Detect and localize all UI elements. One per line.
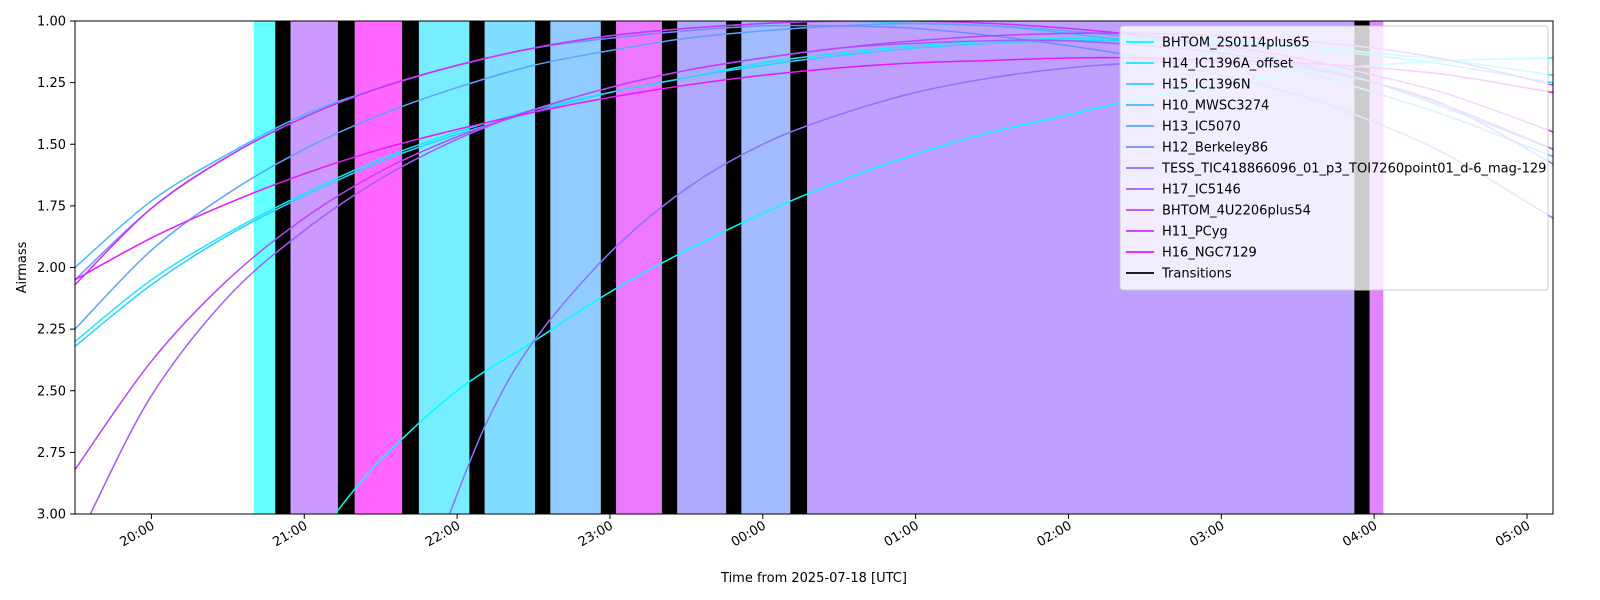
y-tick-label-2: 1.50 (37, 138, 66, 153)
transition-band-8 (790, 21, 808, 514)
y-tick-label-1: 1.25 (37, 76, 66, 91)
x-tick-label-4: 00:00 (729, 518, 769, 550)
legend-label-3: H10_MWSC3274 (1162, 99, 1269, 114)
target-band-4 (484, 21, 536, 514)
target-band-2 (354, 21, 403, 514)
legend-label-1: H14_IC1396A_offset (1162, 57, 1293, 72)
target-band-7 (677, 21, 727, 514)
legend-label-10: H16_NGC7129 (1162, 246, 1257, 261)
y-tick-label-8: 3.00 (37, 508, 66, 523)
y-tick-label-7: 2.75 (37, 446, 66, 461)
x-tick-label-8: 04:00 (1340, 518, 1380, 550)
target-band-5 (550, 21, 601, 514)
legend-label-2: H15_IC1396N (1162, 78, 1251, 93)
x-tick-label-2: 22:00 (423, 518, 463, 550)
transition-band-0 (275, 21, 291, 514)
x-tick-label-6: 02:00 (1035, 518, 1075, 550)
y-axis-label: Airmass (15, 241, 30, 293)
target-band-8 (741, 21, 791, 514)
airmass-series (75, 21, 1553, 514)
transition-band-2 (402, 21, 419, 514)
x-axis: 20:00 21:00 22:00 23:00 00:00 01:00 02:00 03:00… (117, 514, 1533, 550)
x-axis-label: Time from 2025-07-18 [UTC] (720, 571, 907, 586)
legend-label-8: BHTOM_4U2206plus54 (1162, 204, 1311, 219)
x-tick-label-3: 23:00 (576, 518, 616, 550)
transition-band-1 (337, 21, 355, 514)
legend-label-7: H17_IC5146 (1162, 183, 1241, 198)
y-tick-label-0: 1.00 (37, 15, 66, 30)
target-band-3 (418, 21, 470, 514)
y-tick-label-5: 2.25 (37, 323, 66, 338)
transition-band-7 (726, 21, 742, 514)
transition-band-5 (600, 21, 617, 514)
x-tick-label-7: 03:00 (1187, 518, 1227, 550)
legend-label-5: H12_Berkeley86 (1162, 141, 1268, 156)
legend-label-0: BHTOM_2S0114plus65 (1162, 36, 1310, 51)
y-axis: 1.00 1.25 1.50 1.75 2.00 2.25 2.50 2.75 3.00 (37, 15, 75, 523)
legend-label-4: H13_IC5070 (1162, 120, 1241, 135)
target-band-1 (290, 21, 338, 514)
target-band-0 (253, 21, 276, 514)
x-tick-label-1: 21:00 (270, 518, 310, 550)
legend-box (1119, 25, 1549, 291)
y-tick-label-3: 1.75 (37, 199, 66, 214)
legend-label-9: H11_PCyg (1162, 225, 1228, 240)
legend-label-11: Transitions (1161, 267, 1232, 282)
legend: BHTOM_2S0114plus65 H14_IC1396A_offset H15_… (1119, 25, 1549, 291)
y-tick-label-6: 2.50 (37, 384, 66, 399)
x-tick-label-0: 20:00 (117, 518, 157, 550)
legend-label-6: TESS_TIC418866096_01_p3_TOI7260point01_d… (1161, 162, 1546, 177)
x-tick-label-9: 05:00 (1493, 518, 1533, 550)
transition-band-6 (661, 21, 678, 514)
y-tick-label-4: 2.00 (37, 261, 66, 276)
transition-band-4 (535, 21, 551, 514)
transition-band-3 (469, 21, 485, 514)
x-tick-label-5: 01:00 (882, 518, 922, 550)
